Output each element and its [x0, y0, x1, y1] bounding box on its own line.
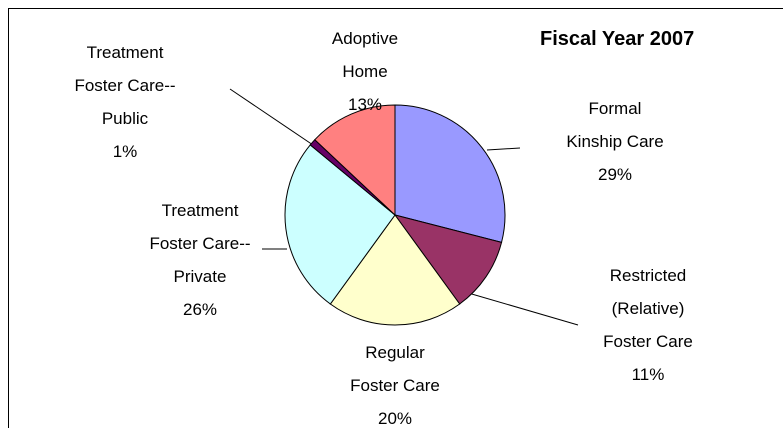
slice-label: Formal Kinship Care 29%	[515, 92, 715, 191]
category-label: Treatment Foster Care-- Public	[74, 43, 176, 128]
value-label: 11%	[631, 365, 665, 384]
category-label: Adoptive Home	[331, 29, 399, 81]
slice-label: Adoptive Home 13%	[265, 22, 465, 121]
pie-slice	[314, 104, 396, 217]
slice-label: Treatment Foster Care-- Private 26%	[100, 194, 300, 326]
value-label: 29%	[597, 165, 633, 184]
category-label: Treatment Foster Care-- Private	[149, 201, 251, 286]
pie-slice	[284, 144, 396, 305]
pie-slice	[393, 214, 503, 305]
category-label: Formal Kinship Care	[566, 99, 664, 151]
slice-label: Treatment Foster Care-- Public 1%	[25, 36, 225, 168]
category-label: Restricted (Relative) Foster Care	[603, 266, 693, 351]
slice-label: Regular Foster Care 20%	[295, 336, 495, 428]
chart-title: Fiscal Year 2007	[540, 28, 695, 50]
slice-label: Restricted (Relative) Foster Care 11%	[548, 259, 748, 391]
leader-line	[457, 289, 579, 326]
pie-slice	[394, 104, 506, 243]
value-label: 1%	[112, 142, 138, 161]
frame	[8, 8, 783, 428]
value-label: 13%	[347, 95, 383, 114]
pie-slice	[329, 214, 461, 326]
value-label: 20%	[377, 409, 413, 428]
leader-line	[229, 88, 314, 146]
value-label: 26%	[182, 300, 218, 319]
leader-line	[486, 147, 521, 151]
category-label: Regular Foster Care	[350, 343, 440, 395]
